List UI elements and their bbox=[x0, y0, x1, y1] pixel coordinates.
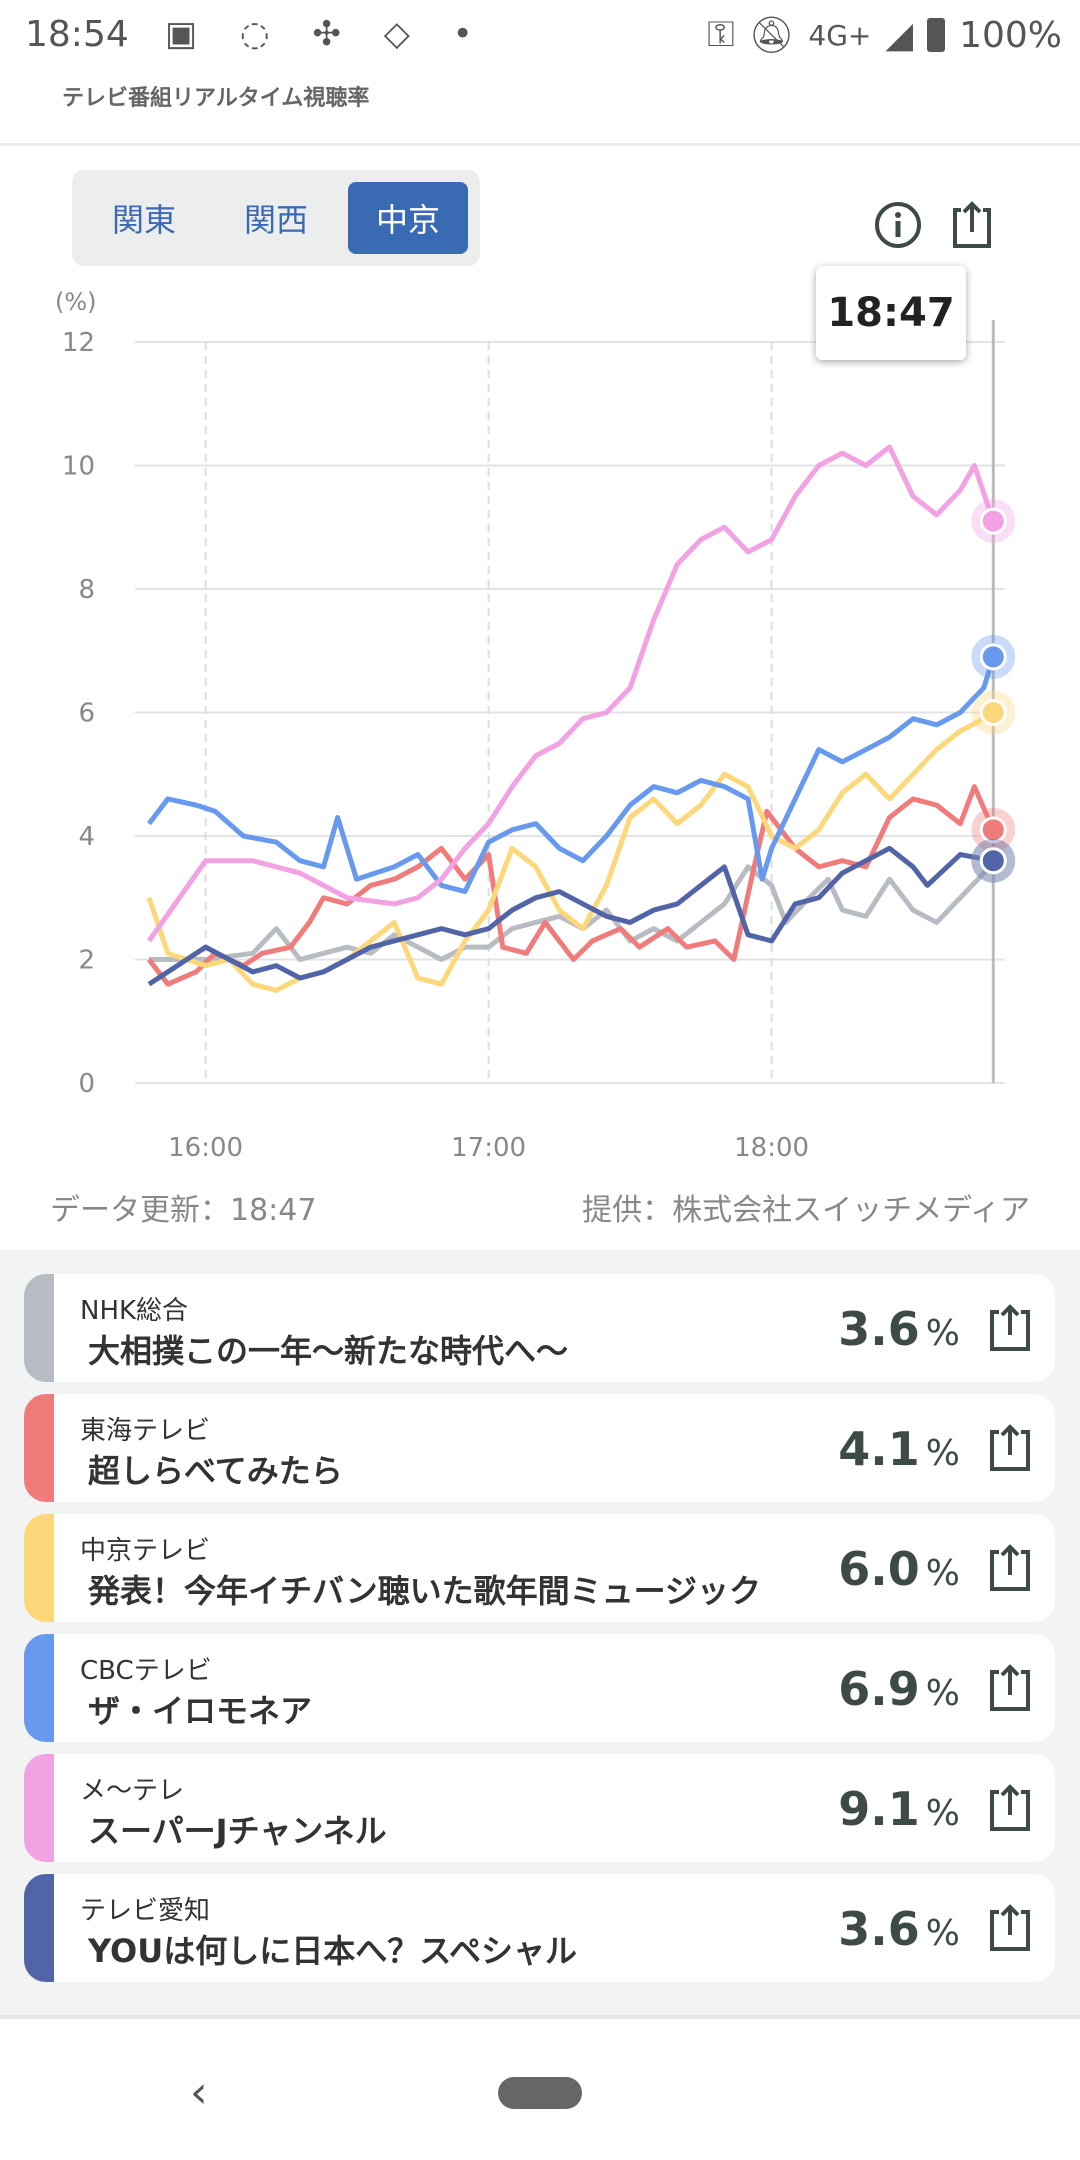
series-marker bbox=[979, 699, 1007, 726]
rating-unit: % bbox=[925, 1553, 960, 1594]
region-tab-kansai[interactable]: 関西 bbox=[243, 201, 308, 239]
channel-card[interactable]: 東海テレビ 超しらべてみたら 4.1% bbox=[24, 1394, 1055, 1502]
header-divider bbox=[0, 143, 1080, 146]
signal-icon: ◢ bbox=[885, 14, 914, 56]
program-title: 発表！今年イチバン聴いた歌年間ミュージック bbox=[88, 1572, 761, 1610]
back-chevron-icon[interactable]: ‹ bbox=[190, 2067, 208, 2118]
channel-color-stripe bbox=[24, 1874, 54, 1982]
channel-list: NHK総合 大相撲この一年〜新たな時代へ〜 3.6% 東海テレビ 超しらべてみた… bbox=[0, 1250, 1080, 2015]
rating-unit: % bbox=[925, 1913, 960, 1954]
rating-number: 3.6 bbox=[838, 1902, 920, 1956]
channel-name: CBCテレビ bbox=[80, 1656, 212, 1686]
y-tick-label: 12 bbox=[62, 328, 95, 358]
program-title: スーパーJチャンネル bbox=[88, 1812, 387, 1850]
x-tick-label: 16:00 bbox=[168, 1133, 243, 1163]
rating-value: 6.9% bbox=[838, 1662, 960, 1716]
series-line bbox=[147, 845, 994, 987]
channel-card[interactable]: テレビ愛知 YOUは何しに日本へ？スペシャル 3.6% bbox=[24, 1874, 1055, 1982]
battery-percent: 100% bbox=[959, 14, 1062, 56]
region-tab-kanto[interactable]: 関東 bbox=[111, 201, 176, 239]
program-title: 大相撲この一年〜新たな時代へ〜 bbox=[88, 1332, 569, 1370]
channel-card[interactable]: メ〜テレ スーパーJチャンネル 9.1% bbox=[24, 1754, 1055, 1862]
series-marker bbox=[979, 847, 1007, 875]
rating-unit: % bbox=[925, 1793, 960, 1834]
ratings-chart: (%) 0 2 4 6 8 10 12 16:00 17:00 18:00 bbox=[55, 288, 1016, 1163]
y-tick-label: 2 bbox=[78, 946, 95, 976]
channel-color-stripe bbox=[24, 1274, 54, 1382]
y-tick-label: 6 bbox=[78, 699, 95, 729]
rating-value: 6.0% bbox=[838, 1542, 960, 1596]
share-icon[interactable] bbox=[985, 1302, 1035, 1354]
channel-name: メ〜テレ bbox=[80, 1776, 185, 1806]
rating-value: 9.1% bbox=[838, 1782, 960, 1836]
rating-unit: % bbox=[925, 1433, 960, 1474]
channel-name: 東海テレビ bbox=[80, 1416, 211, 1446]
data-updated-label: データ更新：18:47 bbox=[50, 1193, 317, 1228]
y-axis-label: (%) bbox=[55, 288, 97, 316]
region-tab-chukyo[interactable]: 中京 bbox=[348, 182, 468, 254]
app-subtitle: テレビ番組リアルタイム視聴率 bbox=[62, 86, 370, 111]
region-selector: 関東 関西 中京 bbox=[72, 170, 480, 266]
cursor-time-tooltip: 18:47 bbox=[816, 266, 966, 360]
rating-value: 3.6% bbox=[838, 1902, 960, 1956]
share-icon[interactable] bbox=[985, 1902, 1035, 1954]
x-tick-label: 18:00 bbox=[734, 1133, 809, 1163]
notification-icons: ▣ ◌ ✣ ◇ • bbox=[165, 14, 489, 54]
rating-number: 9.1 bbox=[838, 1782, 920, 1836]
y-tick-label: 0 bbox=[78, 1069, 95, 1099]
y-tick-label: 10 bbox=[62, 452, 95, 482]
series-marker bbox=[979, 643, 1007, 671]
channel-color-stripe bbox=[24, 1514, 54, 1622]
series-line bbox=[149, 859, 996, 962]
battery-icon bbox=[927, 18, 946, 52]
share-icon[interactable] bbox=[985, 1422, 1035, 1474]
x-tick-label: 17:00 bbox=[451, 1133, 526, 1163]
rating-value: 3.6% bbox=[838, 1302, 960, 1356]
channel-card[interactable]: CBCテレビ ザ・イロモネア 6.9% bbox=[24, 1634, 1055, 1742]
channel-color-stripe bbox=[24, 1634, 54, 1742]
series-line bbox=[147, 656, 996, 895]
program-title: 超しらべてみたら bbox=[88, 1452, 343, 1490]
system-nav-bar: ‹ bbox=[0, 2015, 1080, 2160]
rating-unit: % bbox=[925, 1313, 960, 1354]
series-line bbox=[146, 444, 996, 943]
series-line bbox=[147, 784, 996, 987]
share-icon[interactable] bbox=[985, 1782, 1035, 1834]
mute-bell-icon: 🔕︎ bbox=[748, 15, 795, 56]
rating-number: 3.6 bbox=[838, 1302, 920, 1356]
series-marker bbox=[979, 507, 1007, 535]
rating-value: 4.1% bbox=[838, 1422, 960, 1476]
y-tick-label: 8 bbox=[78, 575, 95, 605]
rating-number: 4.1 bbox=[838, 1422, 920, 1476]
network-type: 4G+ bbox=[808, 18, 872, 52]
rating-number: 6.9 bbox=[838, 1662, 920, 1716]
channel-name: NHK総合 bbox=[80, 1296, 189, 1326]
info-icon[interactable] bbox=[873, 200, 923, 250]
channel-name: 中京テレビ bbox=[80, 1536, 211, 1566]
channel-name: テレビ愛知 bbox=[80, 1896, 211, 1926]
vpn-key-icon: ⚿ bbox=[707, 14, 735, 55]
program-title: YOUは何しに日本へ？スペシャル bbox=[88, 1932, 577, 1970]
y-tick-label: 4 bbox=[78, 822, 95, 852]
share-icon[interactable] bbox=[985, 1662, 1035, 1714]
status-time: 18:54 bbox=[25, 14, 129, 55]
status-bar: 18:54 ▣ ◌ ✣ ◇ • ⚿ 🔕︎ 4G+ ◢ 100% bbox=[0, 0, 1080, 75]
program-title: ザ・イロモネア bbox=[88, 1692, 313, 1730]
rating-unit: % bbox=[925, 1673, 960, 1714]
channel-card[interactable]: NHK総合 大相撲この一年〜新たな時代へ〜 3.6% bbox=[24, 1274, 1055, 1382]
channel-color-stripe bbox=[24, 1754, 54, 1862]
channel-card[interactable]: 中京テレビ 発表！今年イチバン聴いた歌年間ミュージック 6.0% bbox=[24, 1514, 1055, 1622]
share-icon[interactable] bbox=[947, 200, 997, 250]
rating-number: 6.0 bbox=[838, 1542, 920, 1596]
data-provider-label: 提供：株式会社スイッチメディア bbox=[582, 1193, 1030, 1228]
series-marker bbox=[979, 816, 1007, 844]
home-pill[interactable] bbox=[498, 2077, 582, 2109]
share-icon[interactable] bbox=[985, 1542, 1035, 1594]
channel-color-stripe bbox=[24, 1394, 54, 1502]
